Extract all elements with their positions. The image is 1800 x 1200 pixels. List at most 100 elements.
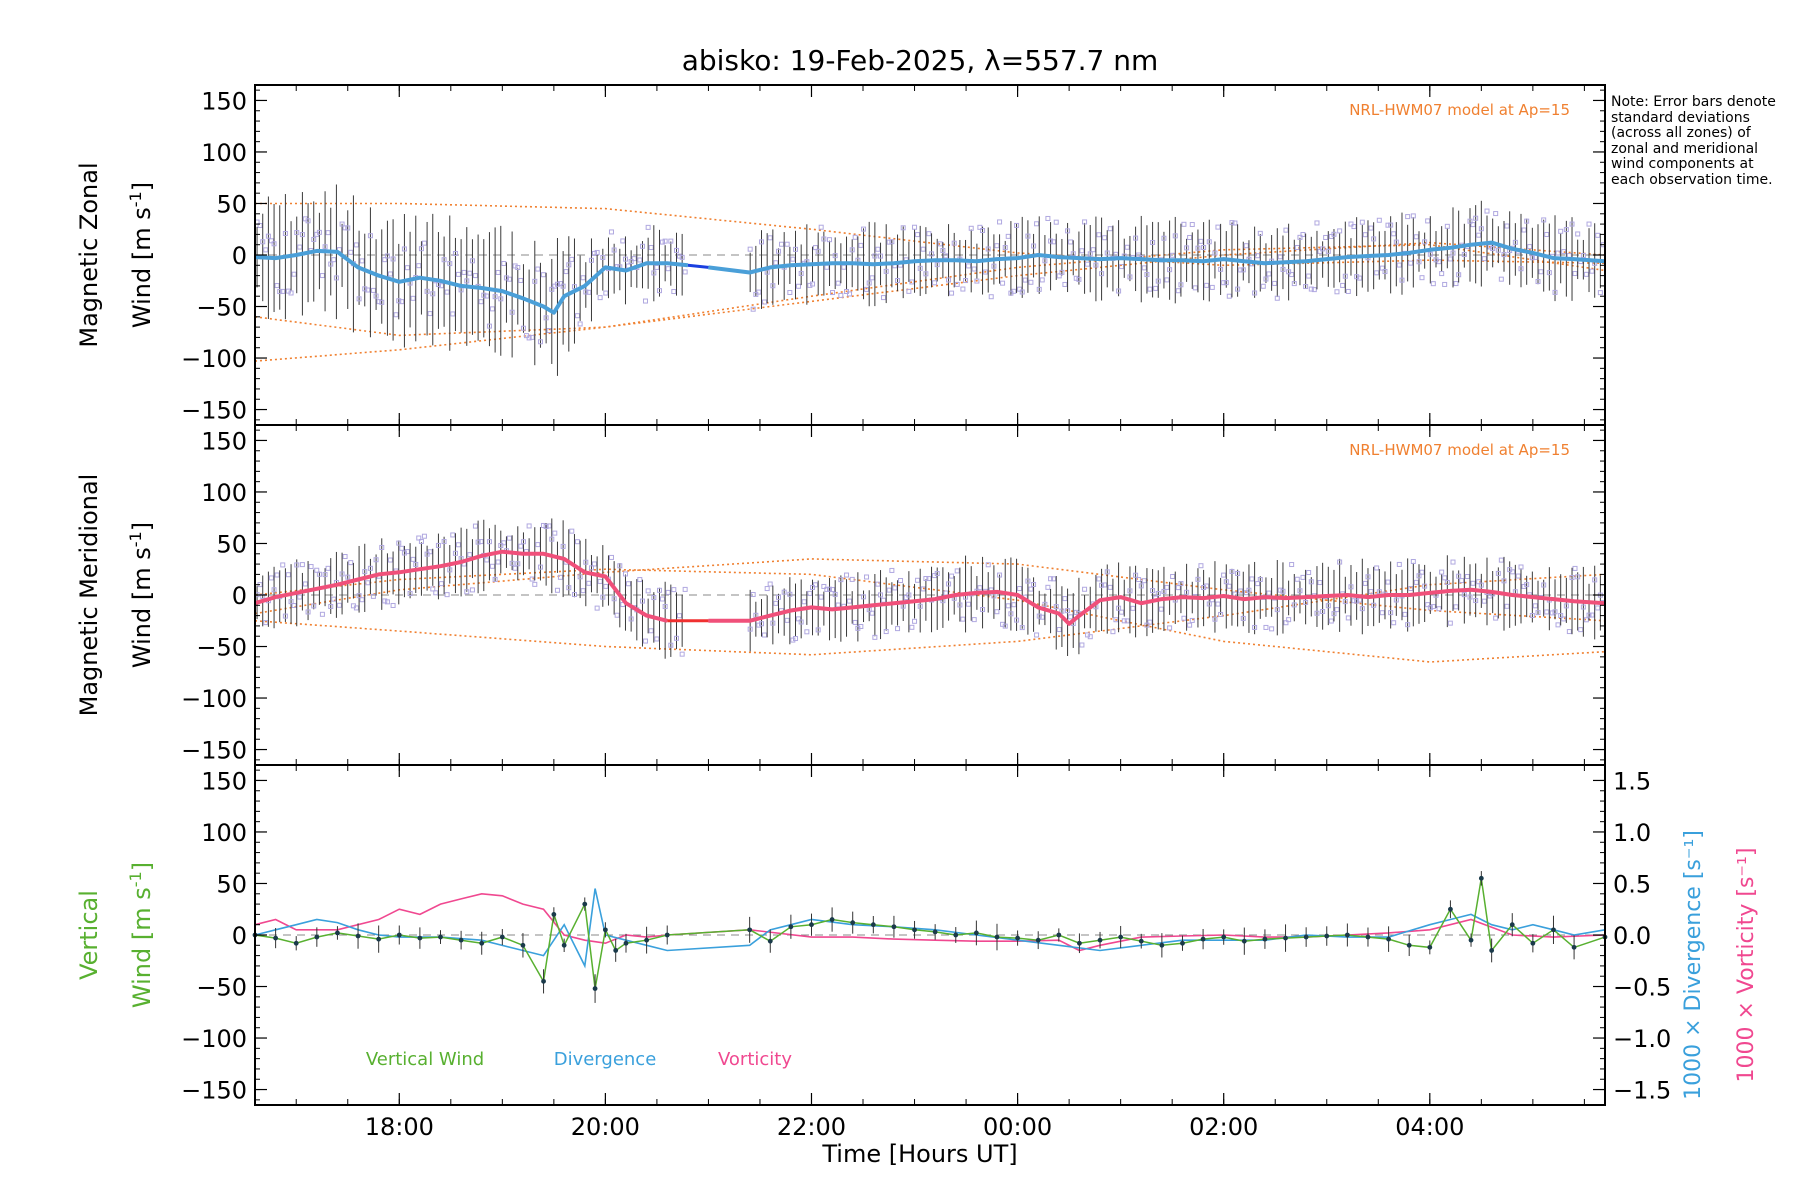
model-label: NRL-HWM07 model at Ap=15 — [1349, 101, 1570, 119]
scatter-point — [1082, 219, 1088, 225]
scatter-point — [452, 250, 458, 256]
scatter-point — [807, 590, 813, 596]
scatter-point — [1493, 615, 1499, 621]
scatter-point — [1056, 273, 1062, 279]
scatter-point — [472, 523, 478, 529]
scatter-point — [1561, 249, 1567, 255]
scatter-point — [960, 286, 966, 292]
scatter-point — [1124, 618, 1130, 624]
scatter-point — [1229, 568, 1235, 574]
scatter-point — [580, 275, 586, 281]
scatter-point — [1473, 215, 1479, 221]
scatter-point — [1538, 269, 1544, 275]
scatter-point — [515, 265, 521, 271]
scatter-point — [1235, 286, 1241, 292]
scatter-point — [1323, 234, 1329, 240]
scatter-point — [1068, 614, 1074, 620]
scatter-point — [779, 241, 785, 247]
scatter-point — [1442, 575, 1448, 581]
vertical-wind-point — [1344, 932, 1350, 938]
scatter-point — [469, 258, 475, 264]
scatter-point — [1255, 253, 1261, 259]
scatter-point — [1459, 578, 1465, 584]
scatter-point — [1461, 252, 1467, 258]
scatter-point — [1563, 603, 1569, 609]
scatter-point — [673, 635, 679, 641]
scatter-point — [1589, 268, 1595, 274]
scatter-point — [1391, 231, 1397, 237]
scatter-point — [1014, 222, 1020, 228]
vertical-wind-point — [932, 929, 938, 935]
scatter-point — [639, 243, 645, 249]
scatter-point — [455, 542, 461, 548]
scatter-point — [1178, 581, 1184, 587]
scatter-point — [648, 245, 654, 251]
scatter-point — [509, 560, 515, 566]
scatter-point — [1113, 251, 1119, 257]
scatter-point — [1348, 584, 1354, 590]
vertical-wind-point — [747, 927, 753, 933]
scatter-point — [512, 565, 518, 571]
vertical-wind-point — [953, 932, 959, 938]
scatter-point — [1048, 238, 1054, 244]
scatter-point — [518, 277, 524, 283]
vertical-wind-point — [499, 934, 505, 940]
scatter-point — [1510, 569, 1516, 575]
scatter-point — [1053, 219, 1059, 225]
scatter-point — [418, 246, 424, 252]
scatter-point — [1147, 619, 1153, 625]
scatter-point — [588, 565, 594, 571]
scatter-point — [1555, 622, 1561, 628]
scatter-point — [787, 591, 793, 597]
scatter-point — [1085, 261, 1091, 267]
scatter-point — [591, 250, 597, 256]
scatter-point — [796, 283, 802, 289]
scatter-point — [1320, 246, 1326, 252]
scatter-point — [1583, 271, 1589, 277]
scatter-point — [554, 587, 560, 593]
scatter-point — [682, 586, 688, 592]
scatter-point — [1354, 274, 1360, 280]
scatter-point — [1467, 218, 1473, 224]
scatter-point — [983, 269, 989, 275]
scatter-point — [342, 554, 348, 560]
scatter-point — [486, 539, 492, 545]
scatter-point — [464, 278, 470, 284]
scatter-point — [1201, 245, 1207, 251]
y2-tick-label: −0.5 — [1613, 974, 1671, 1002]
scatter-point — [1583, 617, 1589, 623]
scatter-point — [1113, 617, 1119, 623]
scatter-point — [498, 296, 504, 302]
scatter-point — [1456, 573, 1462, 579]
vertical-wind-point — [1159, 942, 1165, 948]
scatter-point — [1025, 578, 1031, 584]
scatter-point — [1297, 234, 1303, 240]
scatter-point — [529, 576, 535, 582]
scatter-point — [1470, 222, 1476, 228]
scatter-point — [1410, 558, 1416, 564]
scatter-point — [1175, 585, 1181, 591]
scatter-point — [1042, 601, 1048, 607]
scatter-point — [827, 586, 833, 592]
scatter-point — [1195, 245, 1201, 251]
vertical-wind-point — [438, 934, 443, 940]
scatter-point — [1331, 611, 1337, 617]
scatter-point — [1504, 603, 1510, 609]
scatter-point — [798, 270, 804, 276]
scatter-point — [1289, 562, 1295, 568]
scatter-point — [767, 581, 773, 587]
scatter-point — [997, 219, 1003, 225]
scatter-point — [923, 575, 929, 581]
scatter-point — [1413, 579, 1419, 585]
scatter-point — [1116, 605, 1122, 611]
scatter-point — [659, 596, 665, 602]
scatter-point — [345, 574, 351, 580]
scatter-point — [560, 543, 566, 549]
x-tick-label: 18:00 — [365, 1113, 434, 1141]
scatter-point — [537, 339, 543, 345]
y2-tick-label: −1.0 — [1613, 1025, 1671, 1053]
scatter-point — [620, 238, 626, 244]
scatter-point — [1512, 239, 1518, 245]
x-tick-label: 20:00 — [571, 1113, 640, 1141]
scatter-point — [257, 223, 263, 229]
